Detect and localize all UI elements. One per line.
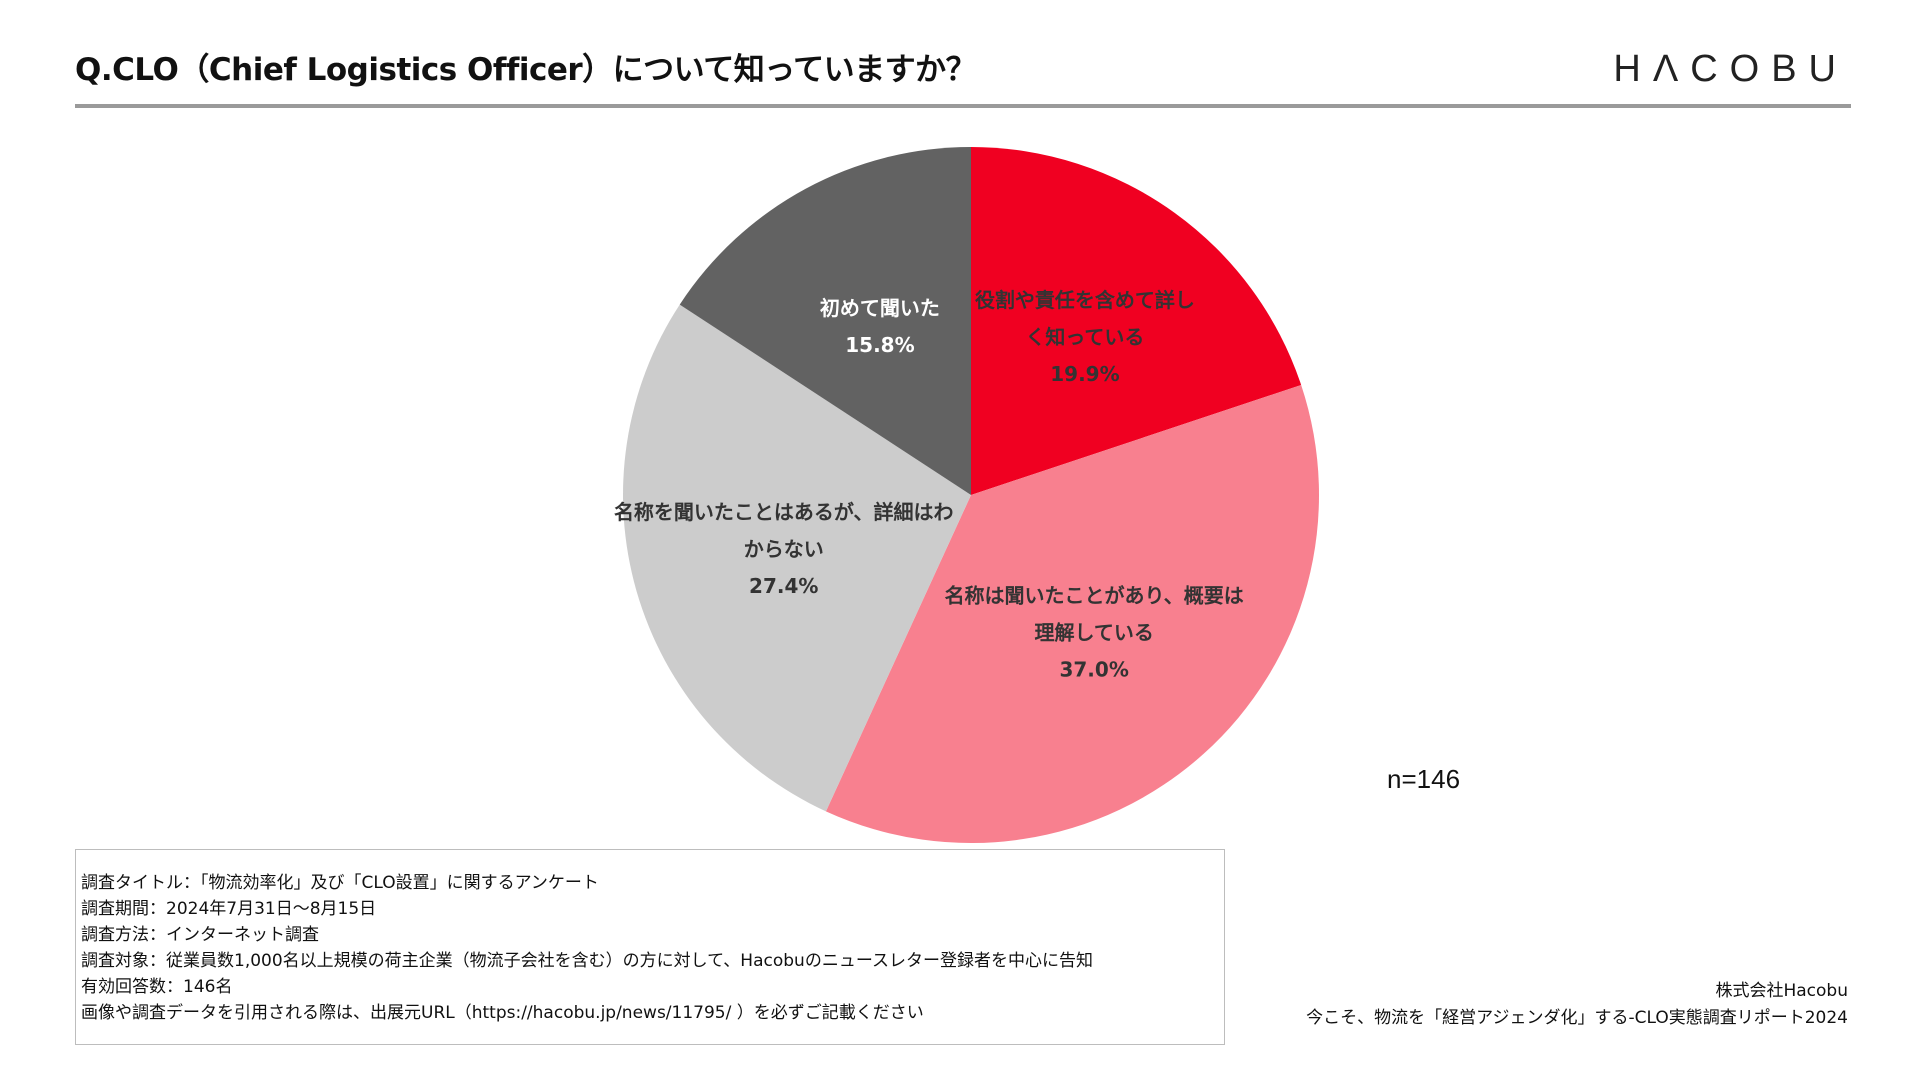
pie-value-label-1: 37.0% [1059,657,1128,681]
header-divider [75,104,1851,108]
page-title: Q.CLO（Chief Logistics Officer）について知っています… [75,52,977,88]
citation-note: 画像や調査データを引用される際は、出展元URL（https://hacobu.j… [81,1003,924,1023]
survey-period-note: 調査期間：2024年7月31日～8月15日 [81,899,377,919]
pie-slice-2 [622,304,971,812]
pie-category-label-3: 初めて聞いた [820,296,940,320]
pie-category-label-2: からない [744,537,824,561]
pie-category-label-0: 役割や責任を含めて詳し [975,288,1195,312]
survey-respondents-note: 有効回答数：146名 [81,977,233,997]
survey-title-note: 調査タイトル：「物流効率化」及び「CLO設置」に関するアンケート [81,873,599,893]
pie-category-label-1: 名称は聞いたことがあり、概要は [945,583,1244,607]
pie-slice-0 [971,147,1302,495]
pie-value-label-3: 15.8% [845,333,914,357]
pie-category-label-1: 理解している [1034,620,1153,644]
pie-value-label-2: 27.4% [749,574,818,598]
survey-method-note: 調査方法：インターネット調査 [81,925,319,945]
survey-notes-box: 調査タイトル：「物流効率化」及び「CLO設置」に関するアンケート 調査期間：20… [75,849,1225,1045]
report-title: 今こそ、物流を「経営アジェンダ化」する-CLO実態調査リポート2024 [1306,1008,1848,1028]
pie-category-label-0: く知っている [1025,325,1144,349]
company-name: 株式会社Hacobu [1715,981,1848,1001]
credit-block: 株式会社Hacobu 今こそ、物流を「経営アジェンダ化」する-CLO実態調査リポ… [1306,978,1848,1032]
pie-slice-1 [825,384,1319,843]
sample-size-label: n=146 [1387,764,1461,794]
survey-target-note: 調査対象：従業員数1,000名以上規模の荷主企業（物流子会社を含む）の方に対して… [81,951,1093,971]
pie-value-label-0: 19.9% [1050,362,1119,386]
pie-category-label-2: 名称を聞いたことはあるが、詳細はわ [614,500,954,524]
hacobu-logo: HΛCOBU [1613,48,1848,90]
pie-slice-3 [679,147,971,495]
